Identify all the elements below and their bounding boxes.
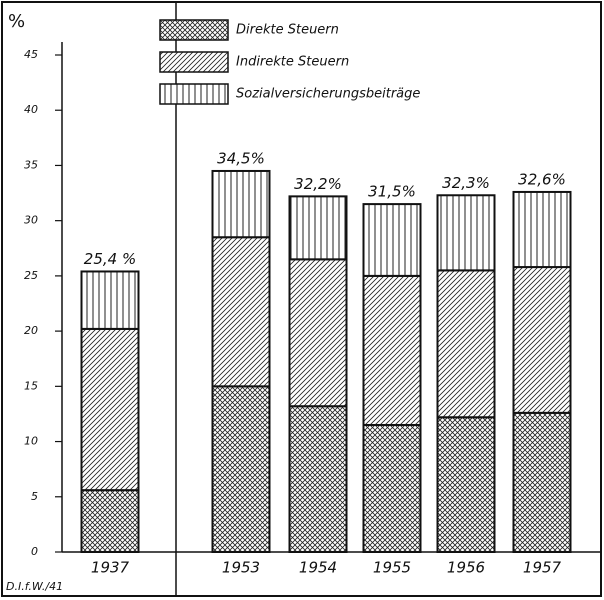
bar-segment bbox=[288, 405, 348, 554]
bar-segment bbox=[288, 258, 348, 408]
y-tick-label: 30 bbox=[24, 214, 38, 227]
x-tick-label: 1957 bbox=[523, 559, 562, 577]
bar-segment bbox=[362, 203, 422, 277]
y-tick-label: 45 bbox=[24, 48, 38, 61]
y-tick-label: 5 bbox=[31, 490, 38, 503]
bar-segment bbox=[436, 269, 496, 419]
x-tick-label: 1953 bbox=[222, 559, 260, 577]
bar-segment bbox=[512, 190, 572, 269]
legend-swatch bbox=[159, 51, 229, 73]
x-tick-label: 1954 bbox=[299, 559, 337, 577]
y-tick-label: 10 bbox=[24, 435, 38, 448]
y-tick-label: 35 bbox=[24, 158, 38, 171]
bar-segment bbox=[512, 266, 572, 414]
total-label: 34,5% bbox=[217, 149, 265, 167]
total-label: 32,2% bbox=[294, 175, 342, 193]
legend-swatch bbox=[159, 83, 229, 105]
y-tick-label: 15 bbox=[24, 379, 38, 392]
y-tick-label: 40 bbox=[24, 103, 38, 116]
total-label: 31,5% bbox=[368, 183, 416, 201]
total-label: 32,3% bbox=[442, 174, 490, 192]
bar-segment bbox=[436, 194, 496, 272]
source: D.I.f.W./41 bbox=[6, 580, 63, 593]
x-tick-label: 1955 bbox=[373, 559, 411, 577]
bar-segment bbox=[362, 274, 422, 426]
bar-segment bbox=[211, 236, 271, 388]
y-label: % bbox=[8, 11, 25, 32]
legend-label: Indirekte Steuern bbox=[236, 55, 349, 70]
y-tick-label: 25 bbox=[24, 269, 38, 282]
x-tick-label: 1937 bbox=[91, 559, 130, 577]
bar-segment bbox=[211, 385, 271, 554]
bar-segment bbox=[80, 489, 140, 554]
y-tick-label: 20 bbox=[24, 324, 38, 337]
y-tick-label: 0 bbox=[31, 545, 38, 558]
legend-label: Sozialversicherungsbeiträge bbox=[236, 87, 420, 102]
bar-segment bbox=[211, 169, 271, 239]
x-tick-label: 1956 bbox=[447, 559, 485, 577]
bar-segment bbox=[436, 416, 496, 553]
legend-swatch bbox=[159, 19, 229, 41]
bar-segment bbox=[288, 195, 348, 261]
bar-segment bbox=[80, 327, 140, 492]
legend-label: Direkte Steuern bbox=[236, 23, 339, 38]
total-label: 32,6% bbox=[518, 170, 566, 188]
total-label: 25,4 % bbox=[84, 250, 136, 268]
bar-segment bbox=[362, 423, 422, 553]
bar-segment bbox=[80, 270, 140, 330]
bar-segment bbox=[512, 411, 572, 553]
